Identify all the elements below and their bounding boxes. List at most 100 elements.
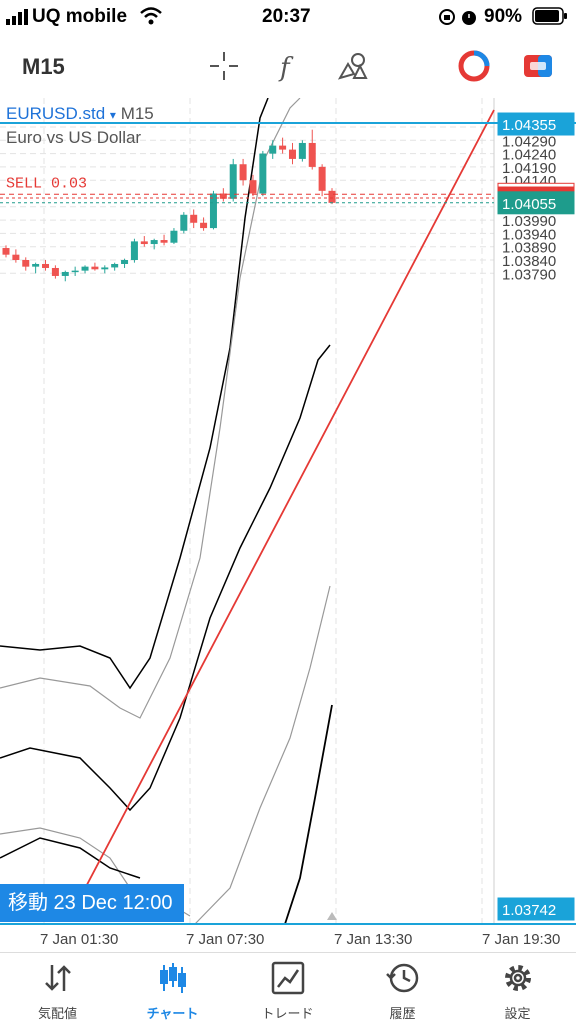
time-axis-label: 7 Jan 07:30 bbox=[186, 931, 264, 948]
tab-label: 気配値 bbox=[37, 1006, 77, 1021]
candle-body bbox=[259, 153, 267, 194]
price-axis-label: 1.04240 bbox=[502, 147, 556, 164]
candle-body bbox=[71, 270, 79, 273]
candle-body bbox=[180, 214, 188, 231]
tab-label: チャート bbox=[146, 1006, 199, 1021]
signal-icon bbox=[6, 9, 28, 25]
candle-body bbox=[219, 193, 227, 199]
history-icon bbox=[386, 963, 419, 993]
candle-body bbox=[42, 263, 50, 268]
symbol-name[interactable]: EURUSD.std bbox=[6, 104, 106, 123]
price-axis-label: 1.03990 bbox=[502, 213, 556, 230]
time-axis-label: 7 Jan 01:30 bbox=[40, 931, 118, 948]
candle-body bbox=[288, 149, 296, 159]
candle-body bbox=[318, 166, 326, 191]
candle-body bbox=[130, 241, 138, 260]
bottom-tab-bar: 気配値 チャート トレード 履歴 設定 bbox=[0, 952, 576, 1025]
candle-body bbox=[2, 248, 10, 255]
candle-body bbox=[308, 142, 316, 167]
candle-body bbox=[249, 180, 257, 194]
candle-body bbox=[160, 240, 168, 243]
candle-body bbox=[170, 230, 178, 243]
battery-percent: 90% bbox=[484, 6, 523, 27]
candle-body bbox=[209, 193, 217, 229]
tab-trade[interactable]: トレード bbox=[230, 953, 345, 1025]
price-tag-label: 1.03742 bbox=[502, 902, 556, 919]
tab-label: トレード bbox=[261, 1006, 314, 1021]
tab-quotes[interactable]: 気配値 bbox=[0, 953, 115, 1025]
time-axis-label: 7 Jan 19:30 bbox=[482, 931, 560, 948]
trade-icon bbox=[271, 961, 305, 995]
candle-body bbox=[229, 164, 237, 199]
candle-body bbox=[22, 260, 30, 267]
candle-body bbox=[328, 190, 336, 203]
chart-shift-marker[interactable] bbox=[327, 912, 337, 920]
candle-body bbox=[12, 254, 20, 260]
chart-icon bbox=[160, 963, 186, 993]
price-tag-box bbox=[497, 897, 575, 921]
crosshair-icon[interactable] bbox=[204, 46, 244, 86]
tab-chart[interactable]: チャート bbox=[115, 953, 230, 1025]
candle-body bbox=[91, 266, 99, 270]
candle-body bbox=[111, 263, 119, 268]
price-axis-label: 1.03940 bbox=[502, 226, 556, 243]
candle-body bbox=[150, 240, 158, 245]
objects-icon[interactable] bbox=[334, 46, 374, 86]
price-axis-label: 1.03790 bbox=[502, 266, 556, 283]
price-chart[interactable]: SELL 0.031.043401.042901.042401.041901.0… bbox=[0, 97, 576, 950]
chart-canvas[interactable]: SELL 0.031.043401.042901.042401.041901.0… bbox=[0, 97, 576, 950]
price-tag-box bbox=[497, 191, 575, 215]
carrier-name: UQ mobile bbox=[32, 6, 128, 27]
battery-icon bbox=[532, 7, 567, 25]
symbol-header[interactable]: EURUSD.std ▾ M15 bbox=[6, 104, 154, 124]
price-axis-label: 1.04190 bbox=[502, 160, 556, 177]
price-axis-label: 1.03840 bbox=[502, 253, 556, 270]
bollinger-band-line bbox=[0, 344, 331, 812]
candle-body bbox=[190, 214, 198, 223]
tab-history[interactable]: 履歴 bbox=[345, 953, 460, 1025]
svg-text:f: f bbox=[278, 53, 294, 83]
indicators-icon[interactable]: f bbox=[268, 46, 308, 86]
sell-order-label: SELL 0.03 bbox=[6, 175, 87, 192]
price-axis-label: 1.03890 bbox=[502, 240, 556, 257]
alarm-icon bbox=[462, 11, 476, 25]
settings-icon bbox=[505, 965, 531, 991]
goto-date-button[interactable]: 移動 23 Dec 12:00 bbox=[0, 884, 184, 922]
symbol-description: Euro vs US Dollar bbox=[6, 128, 142, 147]
bollinger-band-line bbox=[284, 704, 333, 925]
bollinger-band-line bbox=[0, 97, 269, 690]
price-tag-box bbox=[497, 112, 575, 136]
candle-body bbox=[32, 263, 40, 267]
one-click-trading-icon[interactable] bbox=[454, 46, 494, 86]
price-tag-label: 1.04055 bbox=[502, 196, 556, 213]
trendline[interactable] bbox=[79, 109, 495, 899]
symbol-timeframe: M15 bbox=[120, 104, 154, 123]
candle-body bbox=[269, 145, 277, 154]
tab-settings[interactable]: 設定 bbox=[460, 953, 575, 1025]
candle-body bbox=[298, 142, 306, 159]
bollinger-band-line bbox=[194, 585, 331, 925]
bollinger-band-line bbox=[0, 837, 141, 879]
timeframe-button[interactable]: M15 bbox=[22, 54, 65, 79]
candle-body bbox=[61, 271, 69, 276]
symbol-dropdown-icon[interactable]: ▾ bbox=[109, 108, 116, 122]
candle-body bbox=[51, 267, 59, 276]
candle-body bbox=[121, 260, 129, 264]
candle-body bbox=[200, 222, 208, 229]
trade-panel-icon[interactable] bbox=[518, 46, 558, 86]
price-tag-label: 1.04355 bbox=[502, 117, 556, 134]
candle-body bbox=[101, 267, 109, 270]
status-bar: UQ mobile 20:37 90% bbox=[0, 0, 576, 34]
candle-body bbox=[239, 164, 247, 181]
clock: 20:37 bbox=[262, 6, 311, 27]
price-axis-label: 1.04290 bbox=[502, 133, 556, 150]
rotation-lock-icon bbox=[439, 9, 455, 25]
tab-label: 履歴 bbox=[389, 1006, 416, 1021]
candle-body bbox=[140, 241, 148, 245]
quotes-icon bbox=[45, 965, 71, 991]
wifi-icon bbox=[140, 7, 162, 25]
time-axis-label: 7 Jan 13:30 bbox=[334, 931, 412, 948]
tab-label: 設定 bbox=[504, 1006, 531, 1021]
bollinger-band-line bbox=[0, 97, 301, 719]
chart-toolbar: M15 f bbox=[0, 34, 576, 98]
